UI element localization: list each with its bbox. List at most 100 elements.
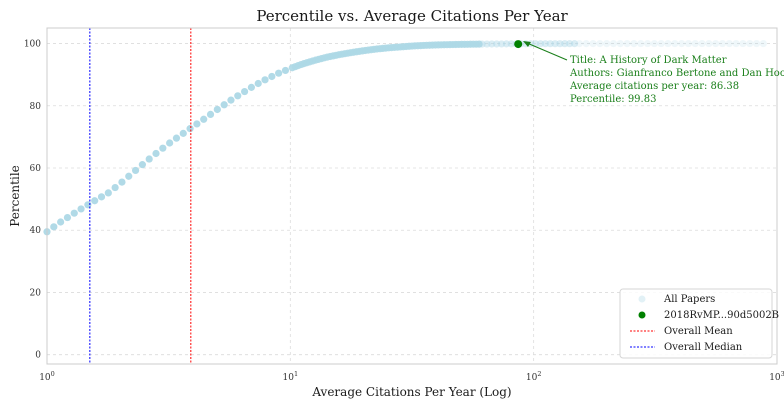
- scatter-point-134: [664, 39, 672, 48]
- x-tick-label-1: 101: [283, 370, 299, 383]
- scatter-point-35: [281, 66, 290, 75]
- y-axis-ticks: 0 20 40 60 80 100: [24, 40, 41, 361]
- scatter-point-14: [138, 161, 146, 169]
- scatter-point-128: [623, 39, 631, 48]
- x-tick-label-3: 103: [769, 370, 784, 383]
- scatter-point-31: [254, 79, 262, 88]
- scatter-point-122: [582, 40, 590, 48]
- scatter-point-20: [179, 129, 187, 137]
- scatter-point-124: [596, 40, 604, 48]
- scatter-point-137: [684, 39, 693, 48]
- legend-marker-all-papers: [638, 295, 646, 303]
- scatter-point-135: [671, 39, 679, 48]
- scatter-point-18: [166, 139, 174, 147]
- scatter-point-142: [718, 39, 727, 48]
- scatter-point-140: [705, 39, 713, 48]
- scatter-point-26: [220, 101, 228, 109]
- y-tick-label-3: 60: [30, 164, 42, 174]
- scatter-point-138: [691, 39, 699, 48]
- annotation-line-2: Authors: Gianfranco Bertone and Dan Hoop…: [569, 68, 784, 79]
- scatter-point-8: [97, 193, 106, 201]
- scatter-point-30: [247, 83, 255, 91]
- scatter-point-10: [111, 183, 119, 192]
- scatter-point-146: [746, 39, 754, 48]
- scatter-point-129: [630, 39, 638, 48]
- y-tick-label-0: 0: [35, 351, 41, 361]
- scatter-point-119: [566, 40, 574, 48]
- y-axis-label: Percentile: [8, 165, 22, 227]
- scatter-point-131: [643, 39, 652, 48]
- annotation-line-4: Percentile: 99.83: [570, 94, 656, 105]
- y-tick-label-4: 80: [30, 102, 42, 112]
- scatter-point-106: [502, 40, 511, 48]
- scatter-point-24: [206, 110, 215, 119]
- y-tick-label-5: 100: [24, 40, 41, 50]
- scatter-point-23: [200, 115, 208, 123]
- scatter-point-28: [234, 92, 242, 100]
- scatter-point-117: [556, 40, 564, 48]
- x-tick-label-0: 100: [39, 370, 55, 383]
- scatter-point-126: [609, 40, 618, 48]
- highlight-point: [514, 40, 523, 49]
- scatter-point-11: [118, 178, 126, 186]
- x-axis-ticks: 100 101 102 103: [39, 370, 784, 383]
- plot-frame: [46, 27, 778, 365]
- scatter-point-32: [261, 76, 269, 84]
- scatter-point-27: [227, 96, 235, 104]
- scatter-point-143: [725, 39, 733, 48]
- scatter-point-34: [275, 69, 283, 77]
- scatter-point-25: [213, 105, 221, 114]
- scatter-point-15: [145, 155, 153, 163]
- scatter-point-12: [125, 172, 133, 180]
- annotation-arrow: [526, 42, 568, 61]
- scatter-point-101: [478, 40, 486, 48]
- legend-label-median: Overall Median: [664, 342, 743, 353]
- scatter-point-17: [159, 144, 167, 152]
- annotation-line-1: Title: A History of Dark Matter: [570, 55, 727, 66]
- scatter-point-107: [507, 40, 515, 48]
- scatter-point-114: [541, 40, 549, 48]
- scatter-point-123: [589, 40, 597, 48]
- scatter-point-136: [678, 39, 686, 48]
- scatter-point-13: [131, 166, 140, 175]
- scatter-point-9: [104, 189, 112, 197]
- x-tick-label-2: 102: [526, 370, 542, 383]
- y-tick-label-2: 40: [30, 226, 42, 236]
- scatter-point-147: [752, 39, 761, 48]
- scatter-point-33: [268, 72, 276, 81]
- scatter-point-19: [172, 134, 181, 142]
- legend-marker-highlight: [638, 311, 646, 319]
- annotation-line-3: Average citations per year: 86.38: [569, 81, 739, 92]
- scatter-point-2: [57, 218, 65, 226]
- reference-lines: [89, 28, 192, 364]
- scatter-point-133: [657, 39, 665, 48]
- legend: All Papers 2018RvMP...90d5002B Overall M…: [619, 288, 779, 359]
- legend-label-all-papers: All Papers: [663, 294, 715, 305]
- chart-title: Percentile vs. Average Citations Per Yea…: [256, 7, 568, 25]
- scatter-point-118: [561, 40, 569, 48]
- scatter-point-121: [575, 40, 584, 48]
- scatter-point-120: [570, 40, 579, 48]
- scatter-points: [43, 39, 767, 236]
- scatter-point-7: [91, 197, 99, 205]
- scatter-point-148: [759, 39, 767, 48]
- scatter-point-6: [84, 201, 92, 209]
- legend-label-highlight: 2018RvMP...90d5002B: [664, 310, 779, 321]
- scatter-point-125: [603, 40, 611, 48]
- scatter-point-132: [650, 39, 658, 48]
- scatter-point-16: [152, 149, 160, 158]
- scatter-point-4: [70, 209, 78, 217]
- annotation-arrowhead: [523, 41, 531, 47]
- scatter-point-1: [50, 223, 58, 231]
- scatter-point-127: [616, 39, 624, 48]
- scatter-point-145: [739, 39, 747, 48]
- legend-label-mean: Overall Mean: [664, 326, 733, 337]
- scatter-point-100: [475, 40, 483, 48]
- y-tick-label-1: 20: [30, 288, 42, 298]
- legend-box: [619, 288, 773, 359]
- scatter-point-116: [551, 40, 559, 48]
- scatter-point-29: [240, 87, 249, 96]
- scatter-point-102: [483, 40, 491, 48]
- scatter-point-139: [698, 39, 706, 48]
- scatter-point-5: [77, 205, 85, 213]
